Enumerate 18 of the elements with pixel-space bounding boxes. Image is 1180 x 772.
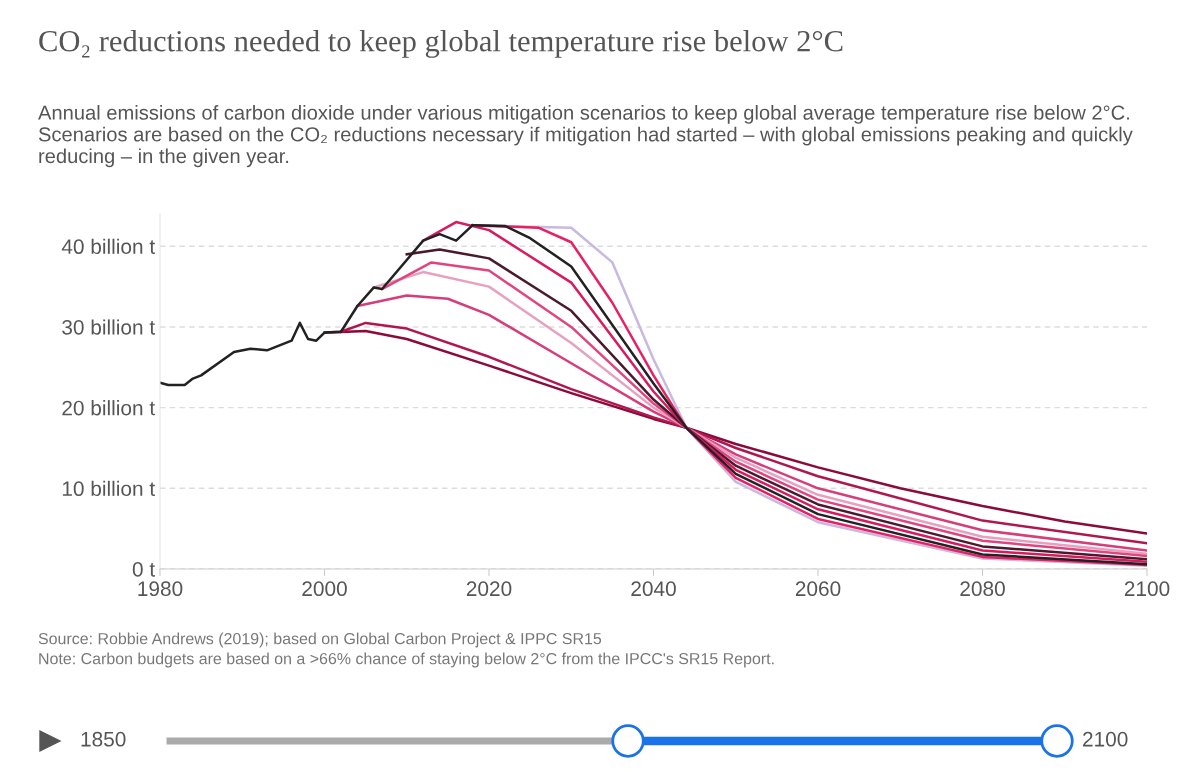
chart-subtitle: Annual emissions of carbon dioxide under various mitigation scenarios to keep global average temperature rise below 2°C. Scenarios are based on the CO₂ reductions necessary if mitigation had started – with global emissions peaking and quickly reducing – in the given year. <box>38 105 1133 168</box>
text: Note: Carbon budgets are based on a >66% chance of staying below 2°C from the IPCC's SR15 Report. <box>39 652 774 668</box>
source-note: Source: Robbie Andrews (2019); based on Global Carbon Project & IPPC SR15 <box>38 632 602 648</box>
text: 1850 <box>81 731 126 747</box>
x-tick-label: 1980 <box>138 581 183 597</box>
text: 2100 <box>1083 731 1128 747</box>
x-tick-label: 2100 <box>1124 581 1170 597</box>
x-tick-label: 2040 <box>631 581 676 597</box>
y-tick-label: 0 t <box>132 562 155 577</box>
x-tick-label: 2020 <box>466 581 512 597</box>
y-tick-label: 10 billion t <box>62 480 155 497</box>
y-tick-label: 20 billion t <box>62 400 155 416</box>
chart-title: CO₂ reductions needed to keep global temperature rise below 2°C <box>39 30 843 58</box>
x-tick-label: 2080 <box>960 581 1005 597</box>
x-tick-label: 2000 <box>302 581 347 597</box>
y-tick-label: 40 billion t <box>61 238 155 255</box>
x-tick-label: 2060 <box>795 581 841 597</box>
y-tick-label: 30 billion t <box>62 319 155 335</box>
